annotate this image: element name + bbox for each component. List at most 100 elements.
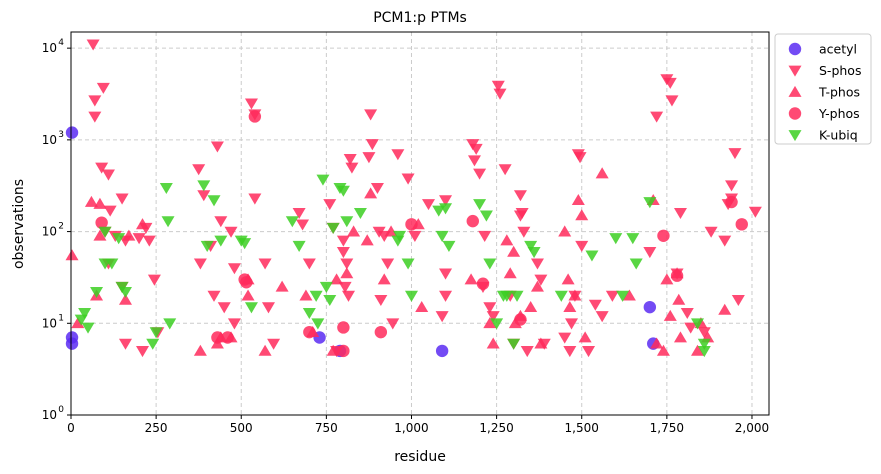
data-point	[214, 216, 228, 228]
data-point	[88, 95, 102, 107]
data-point	[524, 240, 538, 252]
data-point	[197, 180, 211, 192]
data-point	[136, 218, 150, 230]
data-point	[500, 290, 514, 302]
data-point	[563, 300, 577, 313]
data-point	[486, 311, 500, 323]
data-point	[660, 273, 674, 285]
legend-label: T-phos	[818, 85, 860, 100]
data-point	[684, 322, 698, 334]
series-k-ubiq	[74, 174, 711, 358]
data-point	[98, 226, 112, 238]
data-point	[386, 318, 400, 330]
data-point	[241, 289, 255, 301]
series-s-phos	[86, 39, 762, 358]
y-tick-base: 10	[42, 316, 57, 330]
data-point	[657, 229, 670, 242]
data-point	[248, 110, 262, 123]
data-point	[558, 332, 572, 344]
data-point	[88, 111, 102, 123]
data-point	[381, 258, 395, 270]
data-point	[393, 230, 407, 242]
data-point	[221, 331, 234, 344]
data-point	[500, 234, 514, 246]
data-point	[439, 268, 453, 280]
data-point	[159, 182, 173, 194]
data-point	[248, 193, 262, 205]
data-point	[672, 293, 686, 305]
y-tick-label: 10	[42, 225, 57, 239]
data-point	[464, 273, 478, 285]
data-point	[510, 290, 524, 302]
data-point	[258, 344, 272, 356]
series-y-phos	[95, 110, 748, 358]
data-point	[568, 289, 582, 301]
data-point	[663, 309, 677, 321]
data-point	[136, 346, 150, 358]
data-point	[96, 82, 110, 94]
x-tick-label: 1,500	[565, 421, 599, 435]
data-point	[680, 307, 694, 320]
data-point	[616, 290, 630, 302]
data-point	[258, 258, 272, 270]
data-point	[345, 162, 359, 174]
y-tick-base: 10	[42, 133, 57, 147]
data-point	[302, 258, 316, 270]
legend-marker	[788, 130, 802, 142]
data-point	[163, 318, 177, 330]
data-point	[656, 344, 670, 356]
data-point	[192, 164, 206, 176]
data-point	[491, 80, 505, 92]
data-point	[86, 39, 100, 51]
data-point	[227, 263, 241, 275]
y-tick-label: 10	[42, 133, 57, 147]
data-point	[483, 258, 497, 270]
data-point	[575, 209, 589, 221]
data-point	[103, 205, 117, 217]
data-point	[728, 148, 742, 160]
data-point	[483, 302, 497, 314]
data-point	[486, 337, 500, 349]
data-point	[493, 88, 507, 100]
data-point	[336, 235, 350, 247]
data-point	[690, 344, 704, 356]
data-point	[326, 344, 340, 356]
data-point	[530, 258, 544, 270]
data-point	[507, 338, 521, 350]
data-point	[439, 203, 453, 215]
data-point	[292, 207, 306, 220]
data-point	[673, 207, 687, 220]
data-point	[338, 281, 352, 293]
data-point	[244, 302, 258, 314]
data-point	[341, 290, 355, 302]
data-point	[731, 295, 745, 307]
data-point	[142, 235, 156, 247]
x-tick-label: 2,000	[735, 421, 769, 435]
data-point	[238, 238, 252, 250]
data-point	[340, 258, 354, 270]
data-point	[585, 250, 599, 262]
data-point	[309, 290, 323, 302]
data-point	[118, 287, 132, 299]
data-point	[563, 346, 577, 358]
y-tick-exponent: 2	[58, 222, 64, 232]
data-point	[197, 190, 211, 202]
data-point	[244, 98, 258, 110]
data-point	[513, 190, 527, 202]
grid	[71, 32, 769, 415]
data-point	[78, 307, 92, 320]
data-point	[573, 152, 587, 164]
legend-label: acetyl	[819, 42, 857, 57]
data-points	[65, 39, 762, 358]
y-tick-label: 10	[42, 41, 57, 55]
data-point	[697, 327, 711, 339]
data-point	[323, 295, 337, 307]
data-point	[337, 321, 350, 334]
data-point	[343, 154, 357, 166]
data-point	[65, 249, 79, 261]
data-point	[408, 230, 422, 242]
x-tick-label: 0	[67, 421, 75, 435]
data-point	[336, 185, 350, 197]
series-t-phos	[65, 167, 732, 356]
data-point	[118, 338, 132, 350]
